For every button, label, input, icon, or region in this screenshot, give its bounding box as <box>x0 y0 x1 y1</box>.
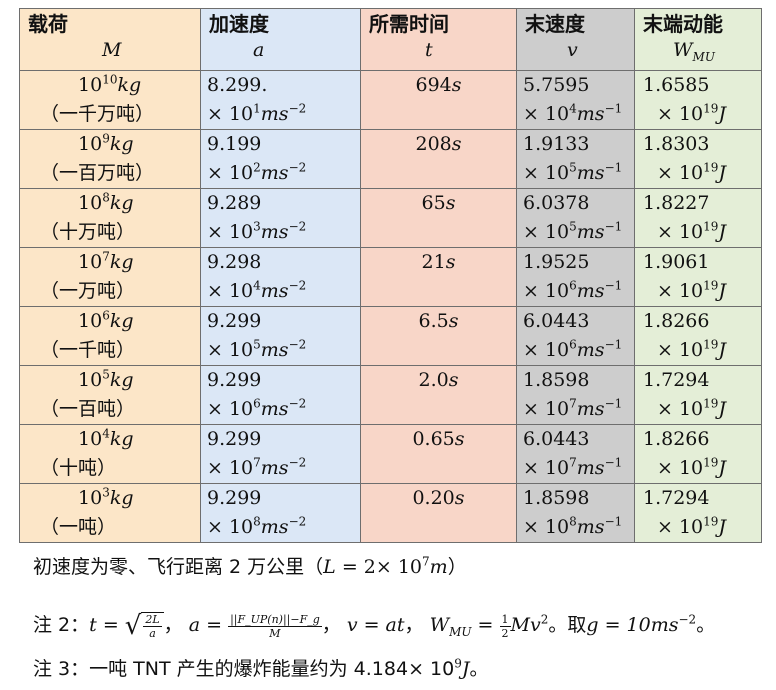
cell-load: 106kg （一千吨） <box>19 305 201 366</box>
cell-load: 103kg （一吨） <box>19 482 201 543</box>
cell-acceleration: 9.299 × 106ms−2 <box>200 364 361 425</box>
cell-time: 2.0s <box>360 364 517 425</box>
header-load-title: 载荷 <box>28 12 68 36</box>
cell-kinetic-energy: 1.9061 × 1019J <box>634 246 762 307</box>
table-row: 1010kg （一千万吨） 8.299. × 101ms−2 694s 5.7595 × 1… <box>19 69 762 130</box>
table-row: 107kg （一万吨） 9.298 × 104ms−2 21s 1.9525 × 106ms… <box>19 246 762 307</box>
cell-kinetic-energy: 1.8227 × 1019J <box>634 187 762 248</box>
header-acceleration-title: 加速度 <box>209 12 269 36</box>
header-acceleration-symbol: a <box>253 39 265 61</box>
cell-time: 6.5s <box>360 305 517 366</box>
header-load-symbol: M <box>102 39 122 61</box>
cell-time: 65s <box>360 187 517 248</box>
table-row: 108kg （十万吨） 9.289 × 103ms−2 65s 6.0378 × 105ms… <box>19 187 762 248</box>
cell-load: 104kg （十吨） <box>19 423 201 484</box>
cell-load: 105kg （一百吨） <box>19 364 201 425</box>
table-row: 105kg （一百吨） 9.299 × 106ms−2 2.0s 1.8598 × 107m… <box>19 364 762 425</box>
cell-acceleration: 9.289 × 103ms−2 <box>200 187 361 248</box>
cell-velocity: 1.8598 × 107ms−1 <box>516 364 635 425</box>
sqrt-icon: √ <box>124 611 142 641</box>
cell-time: 0.20s <box>360 482 517 543</box>
cell-acceleration: 9.299 × 108ms−2 <box>200 482 361 543</box>
cell-velocity: 5.7595 × 104ms−1 <box>516 69 635 130</box>
header-kinetic-energy-title: 末端动能 <box>643 12 723 36</box>
cell-acceleration: 9.298 × 104ms−2 <box>200 246 361 307</box>
note-3: 注 3：一吨 TNT 产生的爆炸能量约为 4.184× 109J。 <box>33 656 489 680</box>
cell-velocity: 1.9525 × 106ms−1 <box>516 246 635 307</box>
cell-time: 21s <box>360 246 517 307</box>
header-time-symbol: t <box>425 39 433 61</box>
cell-kinetic-energy: 1.8303 × 1019J <box>634 128 762 189</box>
header-kinetic-energy-symbol: WMU <box>673 39 715 64</box>
header-time-title: 所需时间 <box>369 12 449 36</box>
caption-line: 初速度为零、飞行距离 2 万公里（L = 2× 107m） <box>33 554 467 578</box>
header-load: 载荷 M <box>19 8 201 71</box>
cell-acceleration: 9.299 × 107ms−2 <box>200 423 361 484</box>
cell-time: 208s <box>360 128 517 189</box>
cell-kinetic-energy: 1.7294 × 1019J <box>634 364 762 425</box>
cell-kinetic-energy: 1.7294 × 1019J <box>634 482 762 543</box>
cell-acceleration: 9.299 × 105ms−2 <box>200 305 361 366</box>
header-time: 所需时间 t <box>360 8 517 71</box>
cell-load: 109kg （一百万吨） <box>19 128 201 189</box>
cell-time: 694s <box>360 69 517 130</box>
table-row: 109kg （一百万吨） 9.199 × 102ms−2 208s 1.9133 × 105… <box>19 128 762 189</box>
header-velocity-title: 末速度 <box>525 12 585 36</box>
cell-time: 0.65s <box>360 423 517 484</box>
header-row: 载荷 M 加速度 a 所需时间 t 末速度 v 末端动能 WMU <box>19 8 762 71</box>
header-velocity: 末速度 v <box>516 8 635 71</box>
cell-acceleration: 8.299. × 101ms−2 <box>200 69 361 130</box>
cell-velocity: 6.0443 × 106ms−1 <box>516 305 635 366</box>
header-kinetic-energy: 末端动能 WMU <box>634 8 762 71</box>
cell-velocity: 1.8598 × 108ms−1 <box>516 482 635 543</box>
header-acceleration: 加速度 a <box>200 8 361 71</box>
cell-velocity: 6.0378 × 105ms−1 <box>516 187 635 248</box>
cell-kinetic-energy: 1.6585 × 1019J <box>634 69 762 130</box>
table-row: 104kg （十吨） 9.299 × 107ms−2 0.65s 6.0443 × 107m… <box>19 423 762 484</box>
cell-acceleration: 9.199 × 102ms−2 <box>200 128 361 189</box>
cell-load: 108kg （十万吨） <box>19 187 201 248</box>
table-row: 103kg （一吨） 9.299 × 108ms−2 0.20s 1.8598 × 108m… <box>19 482 762 543</box>
cell-velocity: 1.9133 × 105ms−1 <box>516 128 635 189</box>
cell-velocity: 6.0443 × 107ms−1 <box>516 423 635 484</box>
cell-kinetic-energy: 1.8266 × 1019J <box>634 423 762 484</box>
cell-load: 107kg （一万吨） <box>19 246 201 307</box>
payload-table: 载荷 M 加速度 a 所需时间 t 末速度 v 末端动能 WMU 1010kg （… <box>19 8 762 543</box>
note-2: 注 2：t = √ 2L a， a = ||F_UP(n)||−F_g M， v = … <box>33 611 716 641</box>
cell-kinetic-energy: 1.8266 × 1019J <box>634 305 762 366</box>
table-row: 106kg （一千吨） 9.299 × 105ms−2 6.5s 6.0443 × 106m… <box>19 305 762 366</box>
header-velocity-symbol: v <box>567 39 578 61</box>
cell-load: 1010kg （一千万吨） <box>19 69 201 130</box>
